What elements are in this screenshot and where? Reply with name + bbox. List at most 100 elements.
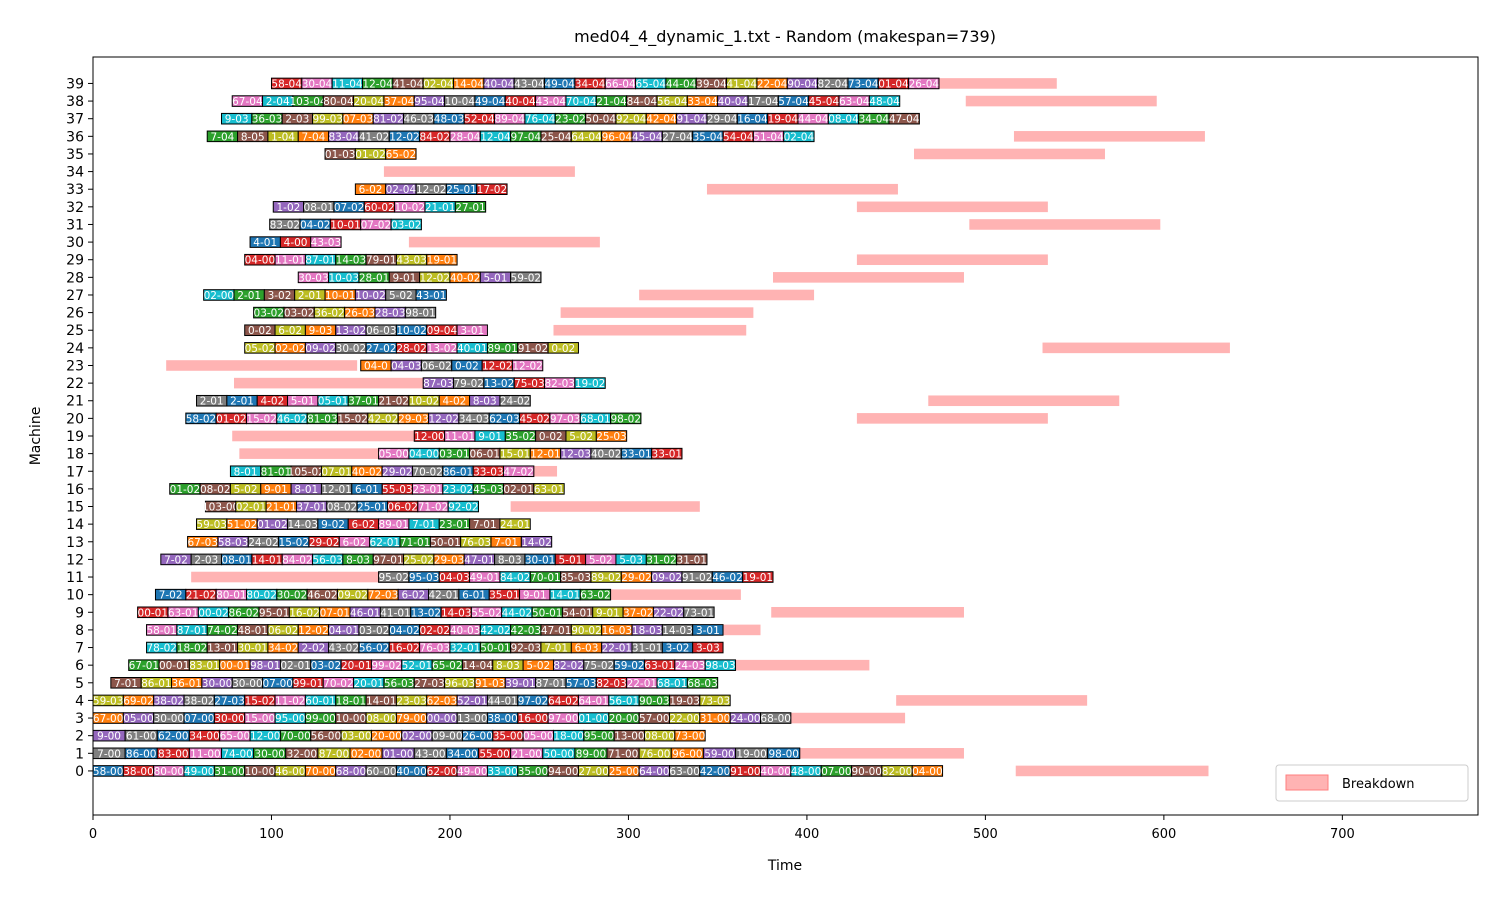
operation-label: 103-04 [289, 96, 327, 108]
operation-label: 10-02 [395, 202, 426, 214]
operation-label: 8-03 [346, 554, 370, 566]
operation-label: 41-04 [393, 78, 424, 90]
operation-label: 97-00 [548, 713, 579, 725]
operation-label: 59-00 [704, 748, 735, 760]
operation-label: 65-00 [220, 731, 251, 743]
operation-label: 02-01 [280, 660, 311, 672]
operation-label: 13-02 [336, 325, 367, 337]
operation-label: 12-01 [321, 484, 352, 496]
operation-label: 92-04 [616, 114, 647, 126]
breakdown-bar [1013, 131, 1205, 142]
operation-label: 40-00 [760, 766, 791, 778]
operation-label: 3-02 [666, 643, 690, 655]
operation-label: 10-03 [329, 272, 360, 284]
operation-label: 30-02 [277, 590, 308, 602]
operation-label: 03-02 [391, 219, 422, 231]
operation-label: 27-01 [455, 202, 486, 214]
y-tick-label: 10 [66, 588, 84, 604]
operation-bar [476, 183, 508, 195]
operation-bar [454, 201, 487, 213]
y-tick-label: 8 [75, 623, 84, 639]
operation-label: 00-02 [198, 607, 229, 619]
y-tick-label: 24 [66, 341, 84, 357]
operation-label: 86-02 [229, 607, 260, 619]
operation-label: 42-02 [480, 625, 511, 637]
operation-label: 42-01 [428, 590, 459, 602]
operation-label: 02-04 [423, 78, 454, 90]
operation-label: 65-04 [635, 78, 666, 90]
operations-layer: 58-00 38-00 80-00 49-00 31-00 10-00 46-00 70-00… [92, 77, 944, 778]
legend-label-breakdown: Breakdown [1342, 777, 1415, 792]
operation-label: 02-04 [784, 131, 815, 143]
operation-label: 01-02 [170, 484, 201, 496]
operation-label: 34-02 [268, 643, 299, 655]
operation-label: 23-02 [555, 114, 586, 126]
operation-label: 22-01 [627, 678, 658, 690]
operation-label: 46-02 [712, 572, 743, 584]
operation-label: 44-01 [487, 695, 518, 707]
operation-label: 95-01 [259, 607, 290, 619]
breakdown-bar [721, 712, 906, 724]
operation-label: 8-03 [496, 660, 520, 672]
breakdown-bar [914, 148, 1105, 160]
breakdown-bar [549, 589, 741, 600]
operation-label: 03-02 [359, 625, 390, 637]
operation-label: 24-02 [248, 537, 279, 549]
operation-label: 30-04 [302, 78, 333, 90]
operation-label: 5-02 [389, 290, 413, 302]
operation-label: 32-01 [450, 643, 481, 655]
legend-box [1275, 764, 1469, 802]
operation-label: 46-02 [277, 413, 308, 425]
operation-label: 9-01 [478, 431, 502, 443]
operation-label: 86-01 [443, 466, 474, 478]
operation-label: 01-00 [578, 713, 609, 725]
operation-label: 65-02 [432, 660, 463, 672]
breakdown-bar [896, 695, 1088, 706]
operation-label: 02-02 [275, 343, 306, 355]
operation-label: 03-00 [341, 731, 372, 743]
operation-label: 95-00 [584, 731, 615, 743]
operation-label: 74-02 [207, 625, 238, 637]
operation-label: 72-03 [368, 590, 399, 602]
operation-label: 30-00 [254, 748, 285, 760]
operation-label: 60-01 [305, 695, 336, 707]
operation-bar [760, 712, 792, 724]
operation-label: 31-00 [214, 766, 245, 778]
operation-label: 73-01 [684, 607, 715, 619]
operation-label: 45-03 [473, 484, 504, 496]
operation-label: 30-00 [232, 678, 263, 690]
operation-label: 2-01 [230, 396, 254, 408]
operation-label: 35-00 [493, 731, 524, 743]
operation-label: 49-04 [475, 96, 506, 108]
operation-label: 6-02 [343, 537, 367, 549]
operation-label: 42-04 [646, 114, 677, 126]
operation-label: 07-00 [184, 713, 215, 725]
operation-label: 84-04 [627, 96, 658, 108]
y-axis: 0123456789101112131415161718192021222324… [66, 76, 93, 780]
operation-label: 20-04 [353, 96, 384, 108]
operation-label: 11-02 [275, 695, 306, 707]
operation-label: 20-00 [609, 713, 640, 725]
operation-label: 82-03 [596, 678, 627, 690]
operation-label: 46-01 [350, 607, 381, 619]
y-tick-label: 0 [75, 764, 84, 780]
operation-label: 84-02 [282, 554, 313, 566]
operation-label: 28-03 [375, 308, 406, 320]
operation-label: 71-01 [400, 537, 431, 549]
operation-label: 05-00 [123, 713, 154, 725]
operation-bar [692, 624, 724, 636]
y-axis-label: Machine [28, 407, 44, 466]
operation-label: 70-02 [323, 678, 354, 690]
operation-label: 50-00 [544, 748, 575, 760]
operation-label: 59-03 [93, 695, 124, 707]
operation-label: 60-02 [364, 202, 395, 214]
operation-label: 12-00 [414, 431, 445, 443]
operation-label: 80-02 [246, 590, 277, 602]
operation-label: 07-03 [343, 114, 374, 126]
operation-bar [456, 324, 488, 337]
operation-label: 4-02 [442, 396, 466, 408]
operation-label: 30-01 [237, 643, 268, 655]
operation-label: 18-03 [632, 625, 663, 637]
operation-bar [686, 677, 719, 689]
operation-label: 86-00 [126, 748, 157, 760]
